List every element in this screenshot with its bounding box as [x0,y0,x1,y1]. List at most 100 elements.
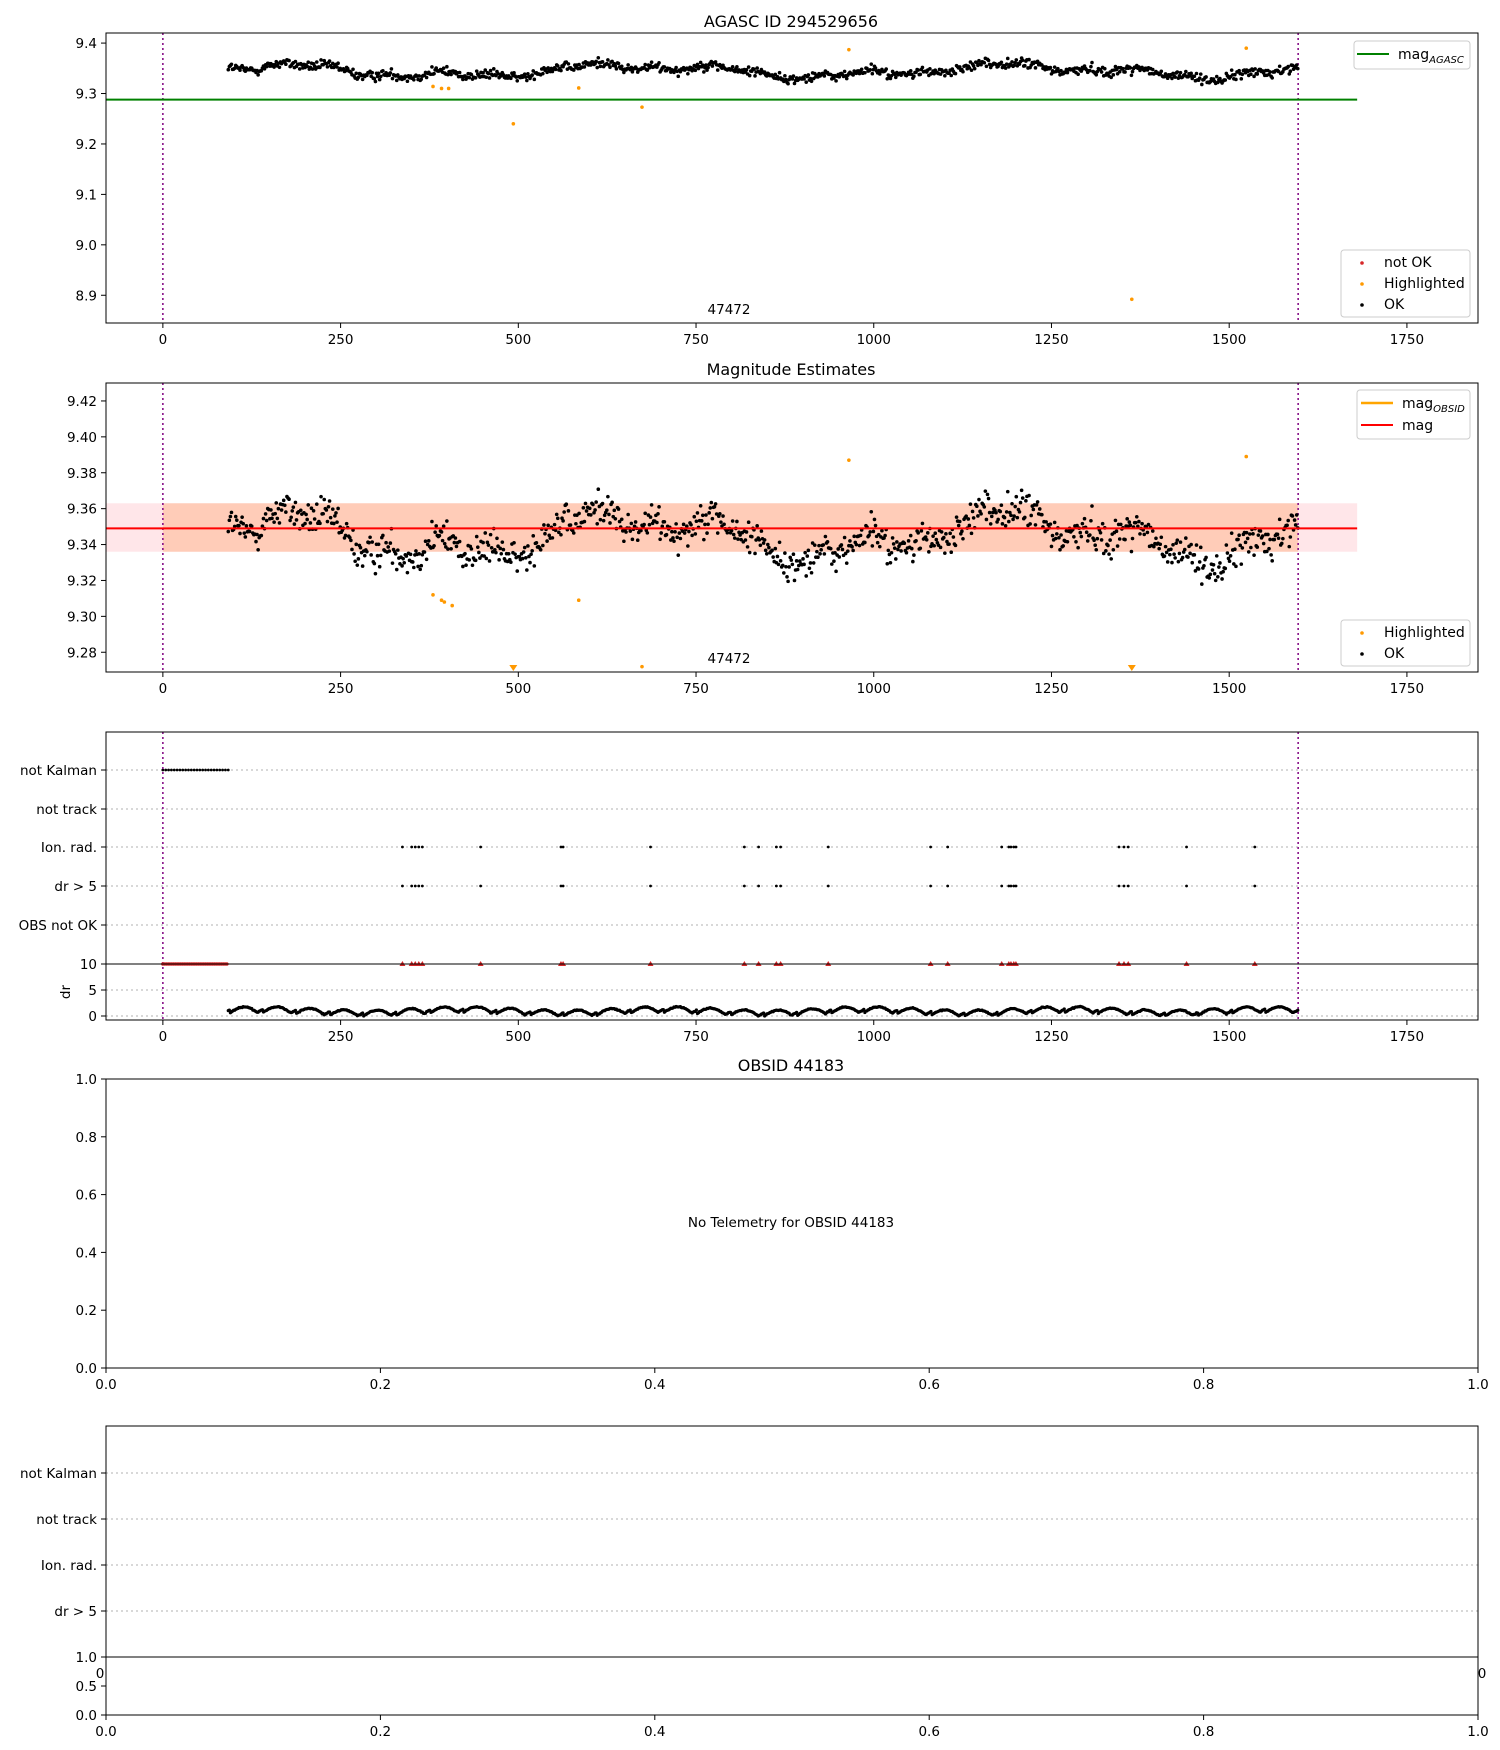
panel1-ok-point [1192,74,1197,79]
panel1-ok-point [356,75,361,80]
panel1-ok-point [943,73,947,78]
panel2-ytick-label: 9.32 [67,573,97,589]
panel3-ion-rad-point [1012,845,1016,849]
panel1-ok-point [657,60,661,65]
panel3-dr-point [929,1009,933,1014]
panel2-ok-point [1159,535,1164,540]
panel2-ok-point [870,544,875,548]
panel3-dr-gt-5-point [1253,884,1257,888]
panel2-ok-point [1294,513,1299,517]
panel2-ok-point [1013,504,1018,509]
svg-text:magAGASC: magAGASC [1398,47,1464,66]
panel1-ok-point [649,60,654,65]
panel3-dr-point [1263,1007,1267,1011]
panel2-ok-point [1114,529,1119,534]
panel2-ok-point [1115,544,1120,548]
panel2-ok-point [1019,488,1024,493]
panel2-ok-point [292,522,297,526]
panel2-ok-point [807,566,812,571]
panel2-ok-point [738,533,742,537]
panel1-ok-point [481,70,485,75]
panel1-ok-point [912,74,916,79]
panel2-ok-point [719,520,723,524]
panel4-xtick-label: 0.8 [1193,1377,1214,1393]
panel2-ok-point [787,565,791,569]
panel2-title: Magnitude Estimates [707,360,876,379]
panel2-ok-point [766,542,770,547]
panel2-ok-point [277,521,282,525]
panel2-ok-point [547,533,552,538]
panel5-ticks: not Kalman not track Ion. rad. dr > 5 0.0 0.5… [20,1466,1489,1740]
panel2-ok-point [606,494,610,499]
panel2-ok-point [349,538,353,543]
panel2-ok-point [1196,567,1201,571]
panel2-ok-point [682,531,687,535]
panel2-ok-point [706,522,710,527]
panel3-dr-gt-5-point [1122,884,1126,888]
panel2-ok-point [931,534,935,538]
panel2-ok-point [564,502,569,507]
panel2-ok-point [649,503,654,507]
panel2-ok-point [1154,536,1158,541]
panel2-ok-point [736,537,740,541]
flags-panel: dr not Kalman not track Ion. rad. dr > 5 OBS… [19,731,1479,1045]
panel2-ok-point [867,533,871,538]
panel2-ok-point [943,551,947,555]
panel2-ok-point [561,519,565,523]
panel3-dr-point [561,1011,565,1015]
panel1-ok-point [1252,74,1256,79]
panel2-ok-point [944,532,948,536]
panel2-ok-point [388,541,393,545]
panel2-ok-point [642,522,646,527]
legend-highlighted-label: Highlighted [1384,276,1465,292]
panel1-ok-point [1076,72,1080,77]
panel1-ok-point [446,72,450,77]
panel2-ok-point [1128,523,1133,528]
panel3-dr-ytick-label: 10 [80,957,97,973]
panel2-ok-point [834,569,838,574]
panel2-ok-point [598,517,603,522]
panel2-ok-point [515,569,520,573]
panel1-ok-point [553,67,558,72]
panel2-ok-point [1244,530,1249,535]
panel1-ok-point [928,67,932,71]
panel1-xtick-label: 500 [505,332,531,348]
panel1-ok-point [1270,76,1274,80]
panel2-ok-point [702,537,706,542]
panel2-ok-point [1200,582,1204,586]
panel1-ok-point [1198,72,1203,76]
panel1-ok-point [984,64,989,69]
panel1-ok-point [1090,60,1094,65]
panel1-ok-point [626,63,630,67]
panel2-ok-point [387,549,392,553]
panel1-ok-point [284,62,288,67]
panel1-ok-point [715,68,720,72]
panel2-ok-point [229,510,234,515]
panel4-ytick-label: 1.0 [76,1072,97,1088]
panel2-ok-point [424,557,429,562]
panel1-ok-point [747,73,752,78]
panel2-legend-lower: Highlighted OK [1340,619,1471,667]
panel2-ok-point [384,540,388,545]
panel1-legend-upper: magAGASC [1353,40,1471,70]
panel2-ok-point [662,519,667,524]
panel3-dr-gt-5-point [479,884,483,888]
panel1-ok-point [457,70,462,75]
panel2-ok-point [836,547,841,551]
panel3-dr-frame [105,963,1479,1021]
panel1-ok-point [405,79,410,84]
panel1-ok-point [378,74,383,79]
panel2-ok-point [562,510,566,514]
panel2-ok-point [469,547,474,551]
panel2-xtick-label: 250 [328,681,354,697]
panel3-not-kalman-point [189,768,193,772]
panel2-ok-point [487,559,492,563]
panel2-ok-point [1194,543,1199,547]
panel2-ok-point [304,512,308,517]
panel1-ok-point [784,77,788,82]
panel2-ok-point [758,543,763,548]
panel2-ok-point [1074,540,1078,544]
panel2-ok-point [1180,555,1185,560]
panel2-ok-point [396,548,400,552]
panel3-not-kalman-point [187,768,190,772]
